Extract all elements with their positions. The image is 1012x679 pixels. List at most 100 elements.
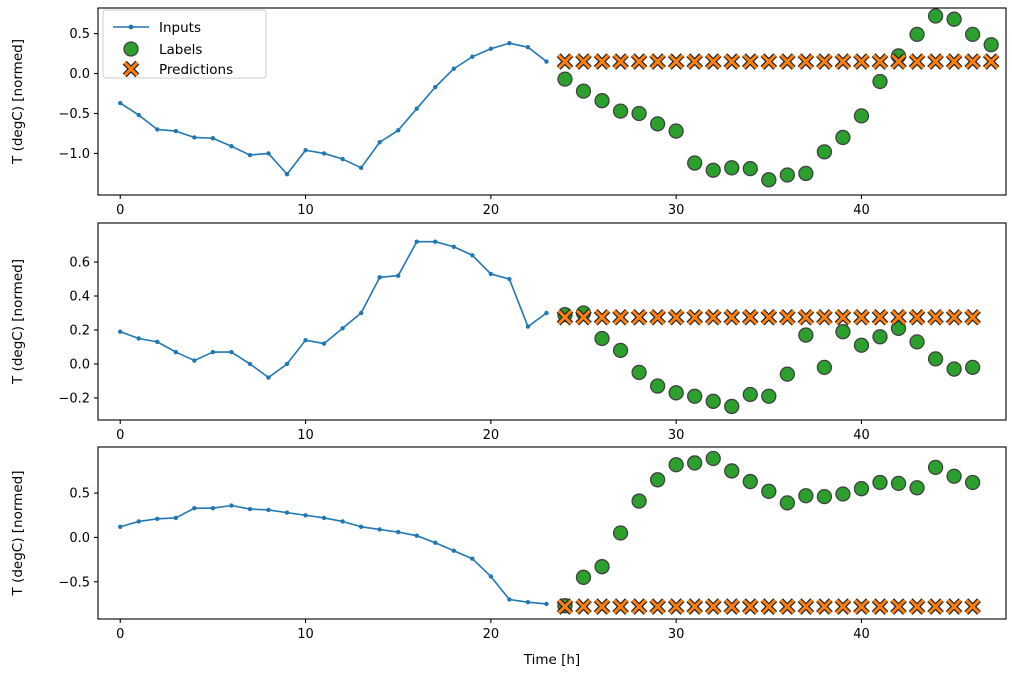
axes-frame-2: [97, 222, 1007, 421]
prediction-fill: [853, 599, 869, 615]
labels-marker: [946, 11, 962, 27]
predictions-marker: [630, 308, 648, 326]
labels-marker: [964, 26, 981, 43]
labels-marker: [724, 463, 740, 479]
inputs-marker: [377, 527, 382, 532]
prediction-fill: [631, 54, 647, 70]
labels-marker: [705, 393, 721, 409]
inputs-line: [119, 240, 547, 379]
x-tick-label: 10: [297, 627, 314, 642]
inputs-marker: [377, 140, 382, 145]
labels-marker: [631, 105, 647, 122]
inputs-marker: [321, 341, 327, 346]
prediction-fill: [705, 309, 721, 325]
inputs-marker: [247, 152, 253, 158]
labels-marker: [612, 342, 629, 359]
predictions-marker: [649, 598, 666, 615]
prediction-fill: [761, 309, 777, 325]
predictions-marker: [612, 308, 629, 326]
predictions-marker: [723, 308, 741, 326]
y-tick-label: 0.0: [69, 357, 90, 372]
y-tick-label: −0.5: [58, 575, 90, 590]
inputs-marker: [507, 40, 512, 46]
prediction-fill: [779, 54, 795, 70]
inputs-marker: [192, 505, 197, 511]
predictions-marker: [723, 598, 741, 615]
prediction-fill: [891, 54, 906, 70]
prediction-fill: [928, 599, 944, 615]
inputs-line: [120, 504, 547, 605]
inputs-marker: [229, 144, 234, 149]
prediction-fill: [761, 54, 777, 70]
predictions-marker: [890, 598, 907, 615]
prediction-fill: [594, 599, 610, 615]
inputs-marker: [544, 310, 549, 316]
inputs-marker: [136, 519, 141, 524]
labels-marker: [946, 361, 962, 377]
labels-marker: [835, 129, 851, 146]
inputs-marker: [544, 59, 549, 64]
inputs-marker: [229, 349, 234, 355]
inputs-marker: [192, 135, 197, 140]
axes-frame-3: [97, 446, 1007, 620]
prediction-fill: [891, 309, 906, 325]
inputs-marker: [173, 128, 179, 134]
predictions-marker: [779, 598, 796, 615]
prediction-fill: [742, 309, 758, 325]
x-tick-label: 40: [853, 627, 870, 642]
inputs-line: [119, 42, 547, 176]
inputs-marker: [210, 505, 216, 511]
x-tick-label: 0: [116, 428, 124, 443]
inputs-marker: [451, 66, 456, 71]
inputs-marker: [488, 271, 494, 277]
prediction-fill: [724, 599, 740, 615]
labels-marker: [816, 359, 833, 376]
labels-marker: [742, 160, 758, 177]
predictions-marker: [945, 53, 963, 70]
x-tick-label: 30: [668, 428, 685, 443]
predictions-marker: [760, 308, 778, 326]
inputs-marker: [470, 54, 475, 59]
inputs-marker: [470, 556, 475, 561]
prediction-fill: [594, 54, 610, 70]
inputs-marker: [433, 540, 438, 545]
predictions-marker: [760, 598, 778, 615]
inputs-marker: [340, 519, 345, 524]
inputs-marker: [321, 515, 327, 521]
prediction-fill: [668, 54, 684, 70]
predictions-marker: [593, 308, 611, 326]
prediction-fill: [946, 599, 962, 615]
inputs-marker: [451, 244, 456, 249]
y-tick-label: 0.4: [69, 290, 90, 305]
predictions-marker: [593, 53, 611, 70]
inputs-marker: [340, 156, 345, 162]
inputs-marker: [358, 310, 364, 316]
inputs-marker: [377, 275, 382, 280]
predictions-marker: [927, 53, 944, 70]
predictions-marker: [982, 53, 1000, 70]
prediction-fill: [872, 599, 888, 615]
labels-marker: [798, 165, 814, 182]
labels-marker: [612, 525, 629, 541]
legend-label-predictions: Predictions: [159, 62, 233, 78]
prediction-fill: [853, 309, 869, 325]
predictions-marker: [630, 53, 648, 70]
prediction-fill: [613, 599, 629, 615]
predictions-marker: [556, 53, 574, 70]
predictions-marker: [556, 598, 574, 615]
prediction-fill: [946, 309, 962, 325]
x-tick-label: 20: [483, 428, 500, 443]
inputs-marker: [507, 597, 512, 602]
prediction-fill: [687, 599, 703, 615]
predictions-marker: [704, 308, 722, 326]
labels-marker: [761, 172, 777, 188]
legend-prediction-fill: [123, 61, 139, 77]
predictions-marker: [890, 53, 907, 70]
x-tick-label: 10: [297, 428, 314, 443]
predictions-marker: [686, 308, 703, 326]
prediction-fill: [983, 54, 999, 70]
labels-marker: [872, 329, 888, 345]
labels-marker: [761, 388, 777, 404]
predictions-marker: [593, 598, 611, 615]
prediction-fill: [557, 54, 573, 70]
